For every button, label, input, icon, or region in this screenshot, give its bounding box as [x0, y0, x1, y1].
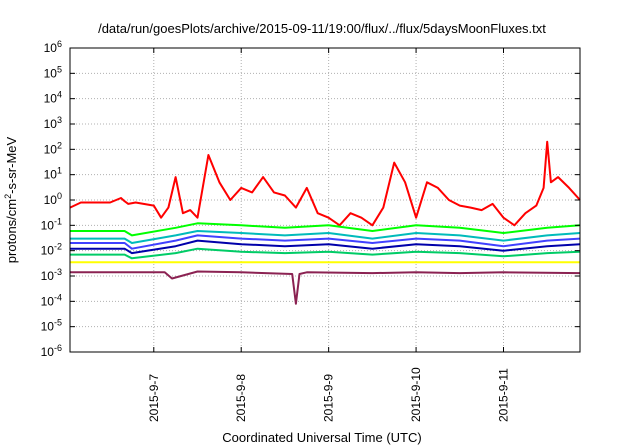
series-line-5	[70, 239, 581, 255]
y-tick-label: 10-3	[41, 267, 62, 283]
series-line-2	[70, 222, 581, 237]
series-line-1	[69, 140, 581, 227]
x-tick-label: 2015-9-7	[147, 374, 161, 422]
y-axis: 10-6 10-5 10-4 10-3 10-2 10-1 100 101 102 103 104 1…	[41, 39, 580, 359]
y-tick-label: 101	[44, 166, 62, 182]
x-tick-label: 2015-9-8	[234, 374, 248, 422]
series-line-8	[70, 270, 581, 305]
series-line-3	[70, 230, 581, 244]
x-tick-label: 2015-9-9	[322, 374, 336, 422]
series-line-6	[70, 247, 581, 260]
y-tick-label: 10-4	[41, 292, 62, 308]
x-tick-label: 2015-9-11	[497, 368, 511, 422]
y-tick-label: 10-2	[41, 242, 62, 258]
series-line-4	[70, 234, 581, 250]
y-tick-label: 103	[44, 115, 62, 131]
y-tick-label: 104	[44, 90, 62, 106]
grid	[70, 48, 580, 352]
y-tick-label: 10-5	[41, 318, 62, 334]
series-layer	[69, 140, 581, 305]
x-axis: 2015-9-7 2015-9-8 2015-9-9 2015-9-10 2015-9-…	[147, 48, 511, 422]
y-axis-label: protons/cm2-s-sr-MeV	[3, 136, 19, 263]
x-tick-label: 2015-9-10	[409, 367, 423, 422]
x-axis-label: Coordinated Universal Time (UTC)	[222, 430, 421, 445]
y-tick-label: 105	[44, 64, 62, 80]
y-tick-label: 102	[44, 140, 62, 156]
y-tick-label: 10-6	[41, 343, 62, 359]
y-tick-label: 106	[44, 39, 62, 55]
y-tick-label: 10-1	[41, 216, 62, 232]
chart-title: /data/run/goesPlots/archive/2015-09-11/1…	[98, 21, 546, 36]
y-tick-label: 100	[44, 191, 62, 207]
